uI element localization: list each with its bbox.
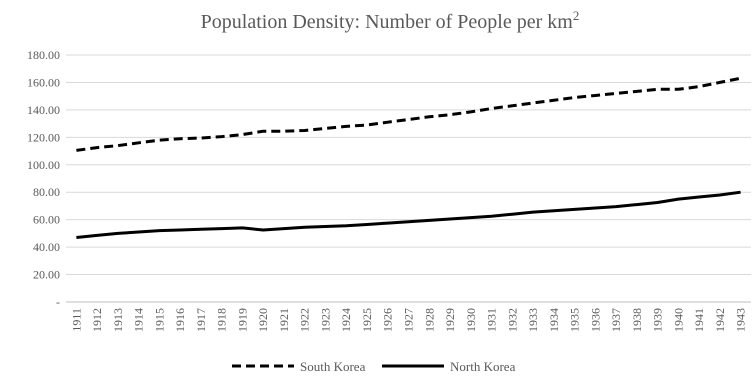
x-tick-label: 1929 <box>443 308 457 332</box>
y-tick-label: - <box>56 295 60 309</box>
x-tick-label: 1934 <box>547 308 561 332</box>
y-axis-ticks: - 20.00 40.00 60.00 80.00 100.00 120.00 140.00 1… <box>27 48 60 309</box>
x-tick-label: 1943 <box>734 308 748 332</box>
x-tick-label: 1912 <box>90 308 104 332</box>
y-tick-label: 160.00 <box>27 75 60 89</box>
x-tick-label: 1911 <box>69 308 83 332</box>
y-tick-label: 40.00 <box>33 240 60 254</box>
x-tick-label: 1915 <box>152 308 166 332</box>
x-tick-label: 1914 <box>132 308 146 332</box>
legend-label: North Korea <box>450 359 516 374</box>
y-tick-label: 140.00 <box>27 103 60 117</box>
series-line-north-korea <box>76 190 741 239</box>
x-tick-label: 1913 <box>111 308 125 332</box>
x-tick-label: 1941 <box>692 308 706 332</box>
x-tick-label: 1937 <box>609 308 623 332</box>
x-tick-label: 1919 <box>235 308 249 332</box>
x-tick-label: 1936 <box>588 308 602 332</box>
x-tick-label: 1921 <box>277 308 291 332</box>
x-tick-label: 1920 <box>256 308 270 332</box>
x-tick-label: 1928 <box>422 308 436 332</box>
series-line-south-korea <box>76 76 741 152</box>
x-axis-ticks: 1911 1912 1913 1914 1915 1916 1917 1918 1919 1920… <box>69 308 747 332</box>
x-tick-label: 1924 <box>339 308 353 332</box>
x-tick-label: 1940 <box>671 308 685 332</box>
y-tick-label: 180.00 <box>27 48 60 62</box>
x-tick-label: 1925 <box>360 308 374 332</box>
y-tick-label: 60.00 <box>33 213 60 227</box>
x-tick-label: 1926 <box>381 308 395 332</box>
series-lines <box>76 76 741 239</box>
y-tick-label: 100.00 <box>27 158 60 172</box>
chart-title: Population Density: Number of People per… <box>201 8 580 33</box>
y-tick-label: 80.00 <box>33 185 60 199</box>
y-tick-label: 120.00 <box>27 130 60 144</box>
x-tick-label: 1923 <box>318 308 332 332</box>
y-tick-label: 20.00 <box>33 268 60 282</box>
x-tick-label: 1917 <box>194 308 208 332</box>
x-tick-label: 1922 <box>298 308 312 332</box>
x-tick-label: 1918 <box>215 308 229 332</box>
x-tick-label: 1933 <box>526 308 540 332</box>
legend: South Korea North Korea <box>232 359 516 374</box>
x-tick-label: 1930 <box>464 308 478 332</box>
x-tick-label: 1916 <box>173 308 187 332</box>
x-tick-label: 1939 <box>651 308 665 332</box>
x-tick-label: 1931 <box>485 308 499 332</box>
x-tick-label: 1932 <box>505 308 519 332</box>
legend-label: South Korea <box>300 359 366 374</box>
x-tick-label: 1935 <box>568 308 582 332</box>
x-tick-label: 1927 <box>402 308 416 332</box>
gridlines <box>66 54 751 303</box>
x-tick-label: 1942 <box>713 308 727 332</box>
x-tick-label: 1938 <box>630 308 644 332</box>
